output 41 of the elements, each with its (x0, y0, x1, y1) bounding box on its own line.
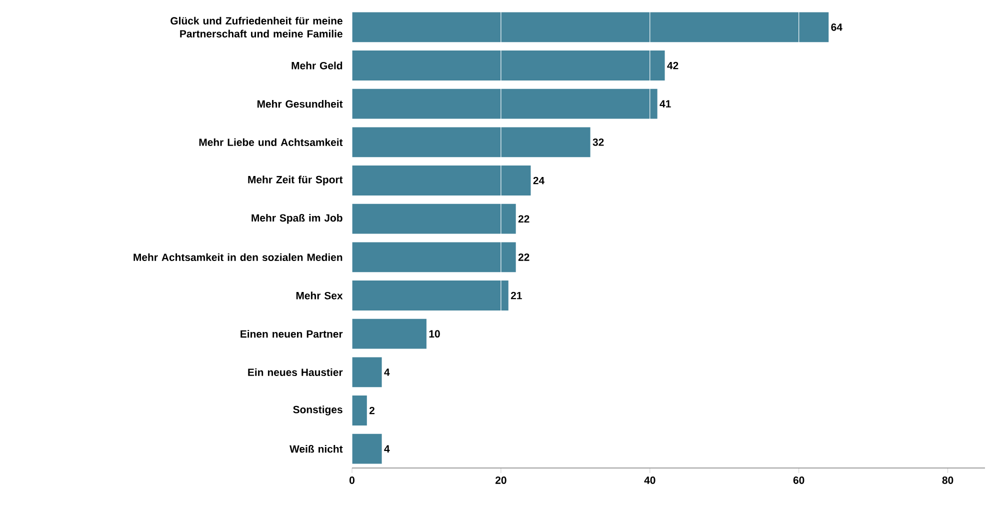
y-tick-label: Mehr Zeit für Sport (248, 176, 343, 186)
data-label: 22 (518, 254, 530, 261)
bar (352, 357, 382, 388)
data-label: 4 (384, 368, 390, 376)
y-tick-label: Mehr Spaß im Job (252, 214, 342, 224)
y-tick-label: Mehr Gesundheit (257, 100, 343, 108)
y-tick-label: Sonstiges (293, 406, 342, 416)
bar (352, 166, 531, 196)
bar (352, 50, 665, 80)
y-tick-label: Mehr Geld (292, 62, 342, 70)
data-label: 10 (429, 330, 440, 338)
bar (352, 204, 516, 234)
data-label: 32 (592, 138, 604, 146)
bar (352, 242, 516, 272)
bar (352, 318, 426, 349)
y-tick-label: Einen neuen Partner (240, 330, 343, 338)
y-tick-label: Mehr Achtsamkeit in den sozialen Medien (134, 253, 342, 262)
bar (352, 127, 590, 158)
bar (352, 396, 367, 426)
data-label: 41 (660, 100, 671, 108)
data-label: 2 (369, 406, 374, 414)
y-tick-label: Mehr Sex (296, 292, 343, 300)
y-tick-label: Ein neues Haustier (248, 368, 343, 376)
y-tick-label: Glück und Zufriedenheit für meine Partnerschaft und meine Familie (170, 16, 342, 38)
bar (352, 12, 829, 42)
data-label: 22 (518, 215, 530, 222)
data-label: 64 (831, 23, 842, 31)
y-tick-label: Weiß nicht (290, 445, 343, 453)
data-label: 42 (667, 62, 678, 70)
x-tick-label: 0 (349, 476, 354, 484)
x-tick-label: 80 (942, 476, 954, 484)
data-label: 24 (533, 176, 544, 184)
bar (352, 280, 508, 310)
data-label: 4 (384, 445, 390, 452)
y-tick-label: Mehr Liebe und Achtsamkeit (199, 138, 343, 146)
data-label: 21 (510, 292, 522, 300)
bar (352, 434, 382, 464)
bar (352, 88, 658, 119)
x-tick-label: 40 (644, 476, 656, 484)
x-tick-label: 60 (793, 476, 804, 484)
x-tick-label: 20 (495, 476, 506, 484)
